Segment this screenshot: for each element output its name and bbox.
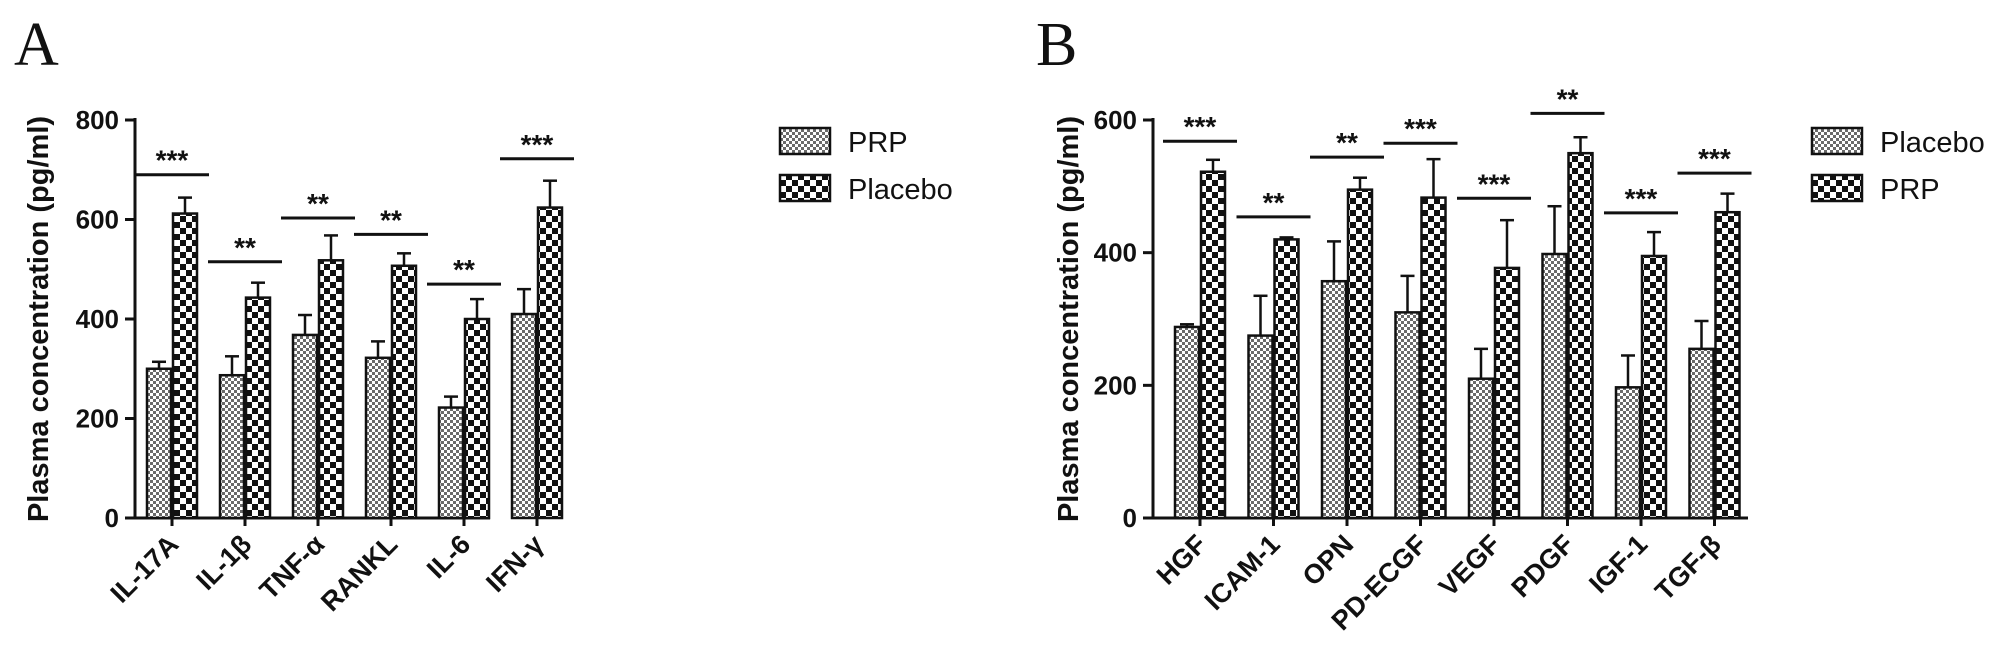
x-tick-label: RANKL: [315, 529, 403, 617]
x-tick-label: TGF-β: [1649, 529, 1726, 606]
y-axis-title: Plasma concentration (pg/ml): [23, 116, 55, 522]
bar: [1346, 188, 1374, 520]
y-tick-label: 400: [1094, 238, 1137, 268]
y-tick-label: 200: [1094, 370, 1137, 400]
chart-a: 0 200 400 600 800 Plasma concentration (pg/ml…: [23, 105, 953, 617]
legend-swatch: [778, 173, 832, 203]
bar: [1199, 170, 1227, 520]
legend-swatch: [1810, 173, 1864, 203]
significance-label: **: [1336, 127, 1358, 158]
legend-label: PRP: [848, 127, 908, 159]
bar: [390, 264, 418, 520]
bar: [218, 373, 246, 520]
significance-label: ***: [1404, 113, 1437, 144]
significance-label: **: [1557, 83, 1579, 114]
legend-label: Placebo: [848, 174, 953, 206]
bar: [1247, 334, 1274, 520]
y-tick-label: 600: [76, 205, 119, 235]
significance-label: ***: [1478, 168, 1511, 199]
bar: [1467, 377, 1495, 520]
bar: [510, 312, 538, 520]
bar: [536, 206, 564, 520]
significance-label: ***: [1184, 111, 1217, 142]
bar: [1714, 210, 1741, 520]
bar: [1173, 325, 1201, 520]
bar: [317, 259, 345, 520]
bar: [1493, 266, 1521, 520]
bar: [291, 333, 319, 520]
y-tick-label: 600: [1094, 105, 1137, 135]
x-tick-label: HGF: [1151, 529, 1213, 591]
x-tick-label: IFN-γ: [480, 529, 549, 598]
bar: [1420, 196, 1447, 520]
x-tick-label: IL-1β: [190, 529, 257, 596]
bar: [364, 356, 392, 520]
bar: [171, 212, 199, 520]
legend-label: Placebo: [1880, 127, 1985, 159]
bar: [1541, 252, 1568, 520]
y-tick-label: 400: [76, 304, 119, 334]
panel-letter-a: A: [14, 11, 59, 79]
significance-label: **: [453, 254, 475, 285]
bar: [1320, 279, 1348, 520]
significance-label: ***: [521, 129, 554, 160]
significance-label: **: [307, 188, 329, 219]
x-tick-label: IGF-1: [1583, 529, 1653, 599]
x-tick-label: VEGF: [1433, 529, 1506, 602]
y-tick-label: 200: [76, 404, 119, 434]
bar: [244, 296, 272, 520]
legend-swatch: [1810, 126, 1864, 156]
x-tick-label: PDGF: [1505, 529, 1579, 603]
legend-swatch: [778, 126, 832, 156]
bar: [1394, 311, 1421, 520]
bar: [1567, 151, 1594, 520]
significance-label: ***: [1625, 183, 1658, 214]
significance-label: **: [1263, 187, 1285, 218]
significance-label: **: [234, 232, 256, 263]
bar: [437, 406, 465, 520]
bar: [1640, 254, 1668, 520]
bar: [463, 317, 491, 520]
bar: [145, 367, 173, 520]
bar: [1614, 386, 1642, 520]
bar: [1688, 347, 1715, 520]
y-tick-label: 800: [76, 105, 119, 135]
x-tick-label: ICAM-1: [1199, 529, 1286, 616]
y-tick-label: 0: [105, 503, 119, 533]
chart-b: 0 200 400 600 Plasma concentration (pg/ml) **…: [1053, 83, 1985, 636]
significance-label: **: [380, 204, 402, 235]
y-axis-title: Plasma concentration (pg/ml): [1053, 116, 1085, 522]
significance-label: ***: [1698, 143, 1731, 174]
x-tick-label: IL-17A: [105, 529, 185, 609]
bar: [1273, 238, 1300, 520]
x-tick-label: IL-6: [421, 529, 476, 584]
x-tick-label: OPN: [1297, 529, 1360, 592]
significance-label: ***: [156, 145, 189, 176]
y-tick-label: 0: [1123, 503, 1137, 533]
legend-label: PRP: [1880, 174, 1940, 206]
panel-letter-b: B: [1036, 11, 1078, 79]
